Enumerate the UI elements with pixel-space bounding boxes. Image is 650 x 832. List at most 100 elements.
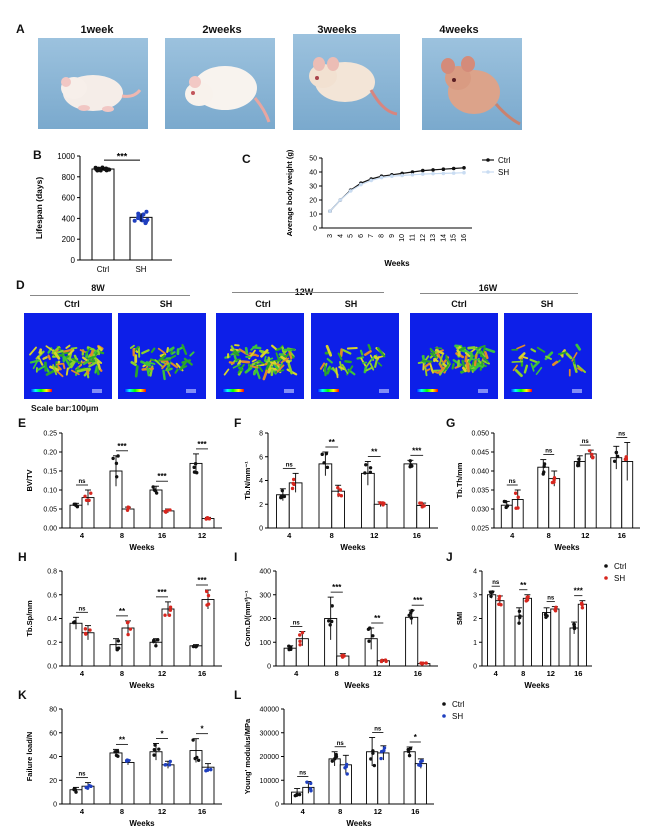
bar bbox=[69, 622, 83, 667]
y-tick-label: 50 bbox=[309, 156, 317, 163]
x-tick-label: 12 bbox=[374, 807, 382, 816]
trabecula bbox=[516, 344, 526, 350]
trabecula bbox=[65, 344, 71, 349]
data-point bbox=[572, 622, 576, 627]
data-point bbox=[489, 594, 493, 598]
data-point bbox=[125, 620, 130, 625]
significance-label: ** bbox=[374, 614, 381, 623]
data-point bbox=[525, 598, 530, 602]
data-point bbox=[516, 506, 520, 510]
x-tick-label: 8 bbox=[547, 531, 551, 540]
y-tick-label: 0 bbox=[71, 256, 76, 265]
data-point bbox=[111, 456, 115, 461]
data-point bbox=[154, 491, 159, 495]
trabecula bbox=[129, 344, 135, 349]
significance-label: ns bbox=[509, 479, 517, 485]
data-point bbox=[116, 639, 121, 643]
x-tick-label: 4 bbox=[301, 807, 306, 816]
trabecula bbox=[341, 348, 352, 355]
trabecula bbox=[170, 354, 177, 359]
trabecula bbox=[181, 359, 192, 364]
x-tick-label: 4 bbox=[80, 669, 85, 678]
trabecula bbox=[237, 359, 242, 366]
trabecula bbox=[576, 364, 587, 374]
trabecula bbox=[458, 346, 466, 352]
trabecula bbox=[76, 367, 90, 373]
trabecula bbox=[421, 355, 426, 365]
data-point bbox=[204, 589, 209, 594]
mouse-photo-4weeks bbox=[422, 38, 522, 130]
y-tick-label: 800 bbox=[62, 173, 76, 182]
significance-label: * bbox=[414, 733, 418, 742]
significance-label: *** bbox=[117, 152, 128, 162]
data-point bbox=[517, 621, 521, 625]
trabecula bbox=[223, 368, 230, 376]
data-point bbox=[295, 793, 299, 797]
data-point bbox=[126, 632, 130, 637]
trabecula bbox=[233, 349, 240, 357]
trabecula bbox=[280, 357, 290, 364]
bar bbox=[109, 752, 123, 805]
y-tick-label: 0.2 bbox=[47, 640, 57, 647]
trabecula bbox=[130, 361, 137, 367]
trabecula bbox=[565, 352, 573, 360]
bar bbox=[149, 489, 163, 529]
trabecula bbox=[96, 360, 101, 370]
trabecula bbox=[257, 359, 265, 366]
data-point bbox=[156, 638, 160, 642]
data-point bbox=[143, 221, 148, 226]
legend-marker bbox=[486, 158, 490, 162]
x-tick-label: 8 bbox=[338, 807, 342, 816]
trabecula bbox=[162, 369, 166, 381]
trabecula bbox=[476, 363, 484, 369]
x-tick-label: 4 bbox=[337, 234, 344, 238]
data-point bbox=[516, 495, 520, 499]
trabecula bbox=[462, 366, 467, 373]
data-point bbox=[291, 477, 296, 482]
data-point bbox=[324, 451, 329, 456]
trabecula bbox=[275, 352, 280, 362]
y-axis-label: BV/TV bbox=[25, 469, 34, 491]
data-point bbox=[84, 498, 89, 502]
data-point bbox=[410, 170, 415, 174]
y-tick-label: 400 bbox=[259, 569, 271, 576]
data-point bbox=[157, 747, 161, 751]
trabecula bbox=[71, 369, 80, 376]
x-tick-label: 4 bbox=[510, 531, 515, 540]
trabecula bbox=[325, 344, 333, 357]
y-axis-label: Average body weight (g) bbox=[285, 149, 294, 236]
data-point bbox=[87, 498, 91, 503]
data-point bbox=[207, 517, 212, 521]
panel-label-c: C bbox=[242, 152, 251, 166]
mouse-photo-1week bbox=[38, 38, 148, 129]
data-point bbox=[367, 639, 371, 643]
trabecula bbox=[134, 365, 139, 378]
trabecula bbox=[339, 348, 344, 358]
ct-label-sh-12w: SH bbox=[344, 299, 358, 309]
data-point bbox=[590, 452, 594, 457]
bar bbox=[201, 766, 215, 805]
trabecula bbox=[275, 347, 281, 352]
trabecula bbox=[71, 357, 82, 365]
data-point bbox=[280, 488, 285, 493]
data-point bbox=[115, 646, 119, 651]
trabecula bbox=[145, 361, 156, 365]
data-point bbox=[83, 494, 87, 499]
legend-marker bbox=[486, 170, 490, 174]
y-tick-label: 30000 bbox=[260, 730, 280, 737]
data-point bbox=[615, 454, 620, 459]
x-tick-label: 4 bbox=[80, 807, 85, 816]
data-point bbox=[348, 189, 353, 193]
y-tick-label: 600 bbox=[62, 194, 76, 203]
x-axis-label: Weeks bbox=[129, 819, 155, 828]
y-tick-label: 0.00 bbox=[43, 526, 57, 533]
trabecula bbox=[421, 359, 433, 363]
data-point bbox=[336, 486, 340, 490]
significance-label: ns bbox=[618, 432, 626, 438]
significance-label: *** bbox=[412, 446, 422, 455]
trabecula bbox=[84, 347, 91, 356]
trabecula bbox=[434, 346, 443, 350]
legend-label: SH bbox=[614, 574, 625, 583]
bar bbox=[69, 504, 83, 529]
